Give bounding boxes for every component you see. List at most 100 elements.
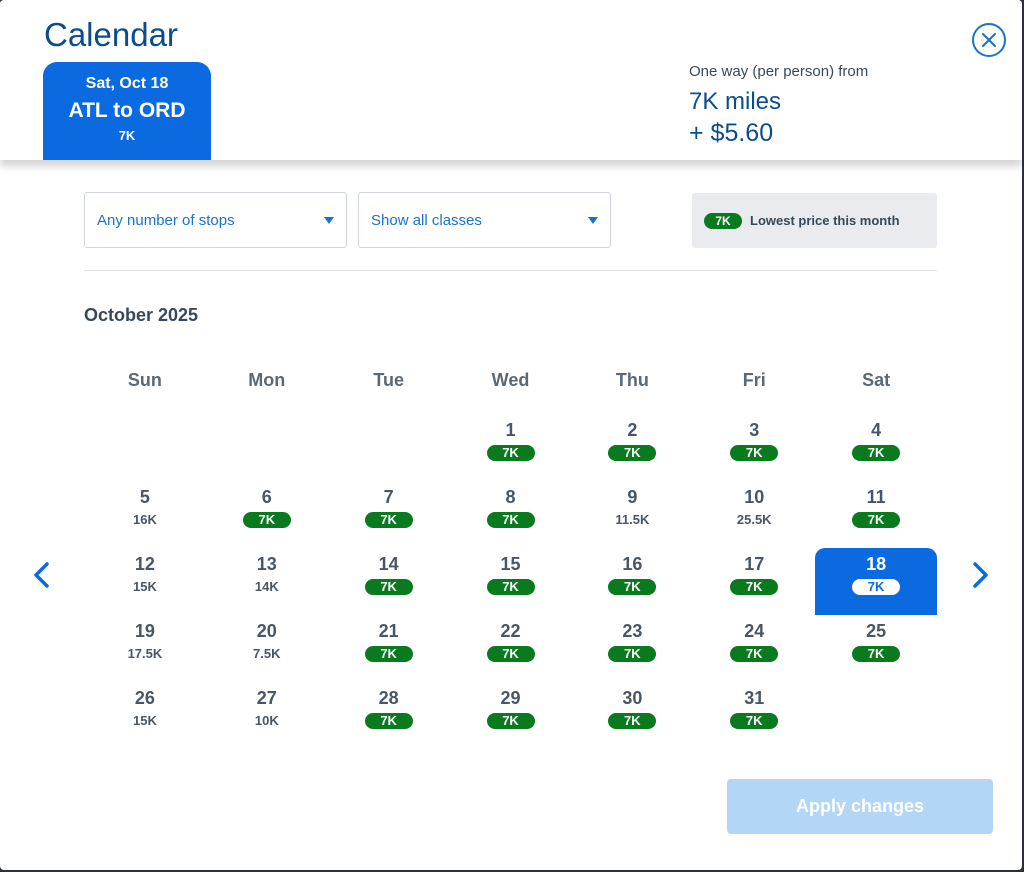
day-cell[interactable]: 4 7K [815,414,937,481]
day-cell[interactable]: 28 7K [328,682,450,749]
stops-dropdown[interactable]: Any number of stops [84,192,347,248]
classes-dropdown-value: Show all classes [371,211,482,229]
day-price-lowest: 7K [486,579,535,595]
day-cell[interactable]: 8 7K [450,481,572,548]
month-label: October 2025 [84,305,199,325]
day-cell[interactable]: 9 11.5K [571,481,693,548]
weekday-label: Sun [127,370,162,390]
day-number: 18 [866,554,887,574]
day-cell[interactable]: 17 7K [693,548,815,615]
day-number: 27 [256,688,277,708]
weekday-label: Fri [742,370,766,390]
day-cell[interactable]: 2 7K [571,414,693,481]
day-cell[interactable]: 25 7K [815,615,937,682]
weekday-label: Wed [491,370,530,390]
day-price-lowest: 7K [364,646,413,662]
day-number: 12 [134,554,155,574]
day-number: 29 [500,688,521,708]
day-price: 16K [133,512,157,527]
day-price-lowest: 7K [730,579,779,595]
close-button[interactable] [972,23,1006,57]
weekday-label: Mon [248,370,286,390]
previous-month-chevron-icon[interactable] [28,560,56,590]
apply-changes-button[interactable]: Apply changes [727,779,993,834]
day-number: 30 [622,688,643,708]
day-cell[interactable]: 14 7K [328,548,450,615]
day-number: 11 [866,487,886,507]
day-cell[interactable]: 31 7K [693,682,815,749]
empty-day-cell [206,414,328,481]
day-number: 4 [871,420,882,440]
day-cell[interactable]: 23 7K [571,615,693,682]
day-cell[interactable]: 3 7K [693,414,815,481]
trip-date: Sat, Oct 18 [85,75,169,92]
day-number: 25 [866,621,887,641]
day-price-lowest: 7K [852,579,901,595]
day-cell[interactable]: 26 15K [84,682,206,749]
day-cell[interactable]: 11 7K [815,481,937,548]
day-price-lowest: 7K [852,646,901,662]
day-number: 10 [744,487,765,507]
day-price-lowest: 7K [608,579,657,595]
empty-day-cell [84,414,206,481]
day-cell[interactable]: 6 7K [206,481,328,548]
day-number: 13 [256,554,277,574]
day-price-lowest: 7K [730,713,779,729]
day-price-lowest: 7K [852,512,901,528]
day-cell[interactable]: 5 16K [84,481,206,548]
day-number: 8 [505,487,516,507]
day-cell-selected[interactable]: 18 7K [815,548,938,615]
day-cell[interactable]: 12 15K [84,548,206,615]
day-price: 10K [254,713,279,728]
day-number: 5 [139,487,150,507]
day-number: 19 [134,621,155,641]
day-price-lowest: 7K [364,579,413,595]
day-cell[interactable]: 19 17.5K [84,615,206,682]
day-cell[interactable]: 16 7K [571,548,693,615]
day-price-lowest: 7K [486,512,535,528]
day-cell[interactable]: 24 7K [693,615,815,682]
day-price: 15K [133,579,157,594]
day-price-lowest: 7K [364,713,413,729]
next-month-chevron-icon[interactable] [966,560,994,590]
day-cell[interactable]: 30 7K [571,682,693,749]
fare-tax: + $5.60 [689,119,774,147]
day-cell[interactable]: 7 7K [328,481,450,548]
day-cell[interactable]: 29 7K [450,682,572,749]
day-cell[interactable]: 15 7K [450,548,572,615]
day-cell[interactable]: 13 14K [206,548,328,615]
day-price: 11.5K [615,512,650,527]
day-number: 1 [505,420,516,440]
page-title: Calendar [44,16,178,53]
day-cell[interactable]: 27 10K [206,682,328,749]
day-cell[interactable]: 20 7.5K [206,615,328,682]
day-price-lowest: 7K [608,713,657,729]
calendar-header: Calendar Sat, Oct 18 ATL to ORD 7K One w… [0,0,1022,160]
day-cell[interactable]: 21 7K [328,615,450,682]
day-price-lowest: 7K [852,445,901,461]
day-price-lowest: 7K [486,445,535,461]
day-cell[interactable]: 1 7K [450,414,572,481]
day-price-lowest: 7K [730,445,779,461]
day-number: 15 [500,554,521,574]
trip-summary-tab[interactable]: Sat, Oct 18 ATL to ORD 7K [43,62,211,160]
day-cell[interactable]: 22 7K [450,615,572,682]
classes-dropdown[interactable]: Show all classes [358,192,611,248]
day-price: 7.5K [253,646,281,661]
day-number: 22 [500,621,521,641]
day-number: 3 [749,420,760,440]
weekday-label: Thu [615,370,649,390]
day-price-lowest: 7K [730,646,779,662]
day-number: 31 [744,688,765,708]
weekday-label: Tue [373,370,404,390]
day-price-lowest: 7K [364,512,413,528]
day-cell[interactable]: 10 25.5K [693,481,815,548]
day-price: 14K [254,579,279,594]
caret-down-icon [324,217,334,224]
day-price: 15K [133,713,157,728]
fare-summary: One way (per person) from 7K miles + $5.… [689,63,868,148]
day-price-lowest: 7K [242,512,291,528]
divider [84,270,937,271]
day-number: 14 [378,554,399,574]
